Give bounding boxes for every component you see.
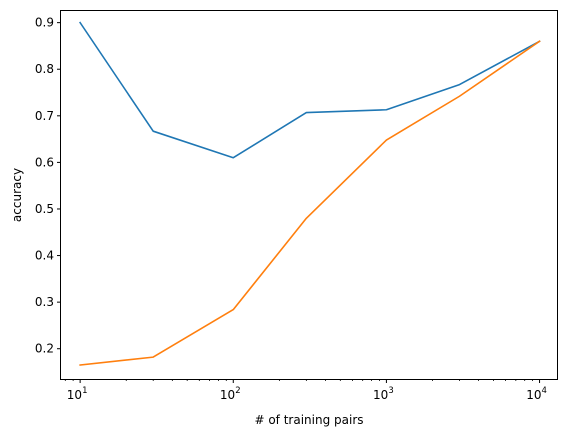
x-axis-label: # of training pairs bbox=[254, 413, 363, 427]
plot-area-frame bbox=[60, 10, 558, 380]
series-line-2 bbox=[79, 40, 541, 366]
series-layer bbox=[79, 21, 541, 366]
y-tick-label: 0.7 bbox=[35, 109, 54, 123]
series-line-1 bbox=[79, 21, 541, 159]
y-tick-label: 0.4 bbox=[35, 249, 54, 263]
y-tick-label: 0.8 bbox=[35, 62, 54, 76]
y-tick-label: 0.2 bbox=[35, 342, 54, 356]
y-tick-label: 0.3 bbox=[35, 295, 54, 309]
y-tick-label: 0.5 bbox=[35, 202, 54, 216]
x-tick-label: 101 bbox=[67, 386, 88, 402]
x-tick-label: 102 bbox=[220, 386, 241, 402]
x-tick-label: 103 bbox=[373, 386, 394, 402]
x-axis-ticks: 101 102 103 104 bbox=[64, 379, 547, 402]
y-tick-label: 0.9 bbox=[35, 16, 54, 30]
y-axis-label: accuracy bbox=[10, 168, 24, 222]
y-tick-label: 0.6 bbox=[35, 155, 54, 169]
x-tick-label: 104 bbox=[526, 386, 547, 402]
y-axis-ticks: 0.2 0.3 0.4 0.5 0.6 0.7 0.8 0.9 bbox=[35, 16, 61, 356]
